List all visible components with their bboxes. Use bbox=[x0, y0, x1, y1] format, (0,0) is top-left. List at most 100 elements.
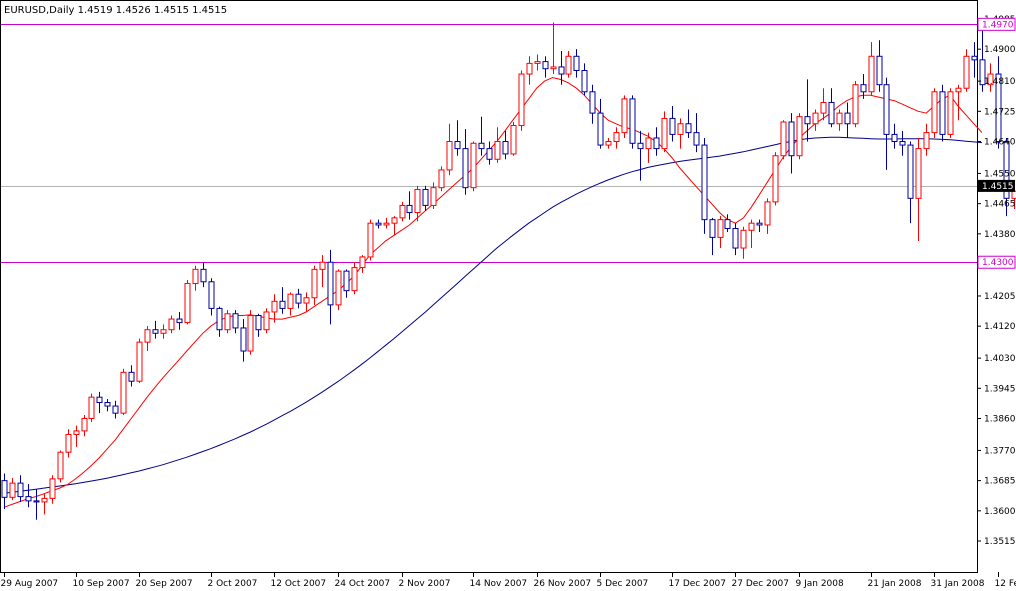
candle-body bbox=[613, 132, 620, 143]
hline-label-box bbox=[977, 17, 1016, 31]
x-tick-label: 2 Nov 2007 bbox=[399, 579, 451, 589]
candle-body bbox=[406, 204, 413, 214]
candle-body bbox=[812, 112, 819, 125]
candle bbox=[558, 50, 565, 85]
x-tick-label: 17 Dec 2007 bbox=[669, 579, 727, 589]
candle bbox=[335, 269, 342, 311]
candle-body bbox=[907, 144, 914, 199]
candle-body bbox=[637, 142, 644, 150]
candle-body bbox=[558, 66, 565, 75]
candle bbox=[502, 130, 509, 160]
candle bbox=[852, 81, 859, 128]
candle-body bbox=[899, 141, 906, 146]
candle bbox=[168, 315, 175, 334]
candle bbox=[240, 319, 247, 362]
candle-body bbox=[732, 228, 739, 249]
candle bbox=[828, 88, 835, 128]
candle-body bbox=[391, 217, 398, 224]
candle-body bbox=[1003, 141, 1010, 199]
candle bbox=[772, 152, 779, 206]
candle-body bbox=[232, 313, 239, 329]
candle bbox=[534, 54, 541, 71]
candle-body bbox=[152, 329, 159, 334]
candle-body bbox=[41, 497, 48, 503]
y-tick-label: 1.4725 bbox=[984, 107, 1016, 117]
candle-body bbox=[335, 270, 342, 306]
candle bbox=[9, 478, 16, 501]
candle bbox=[96, 391, 103, 414]
candle-body bbox=[486, 148, 493, 160]
candle-body bbox=[589, 91, 596, 114]
candle-body bbox=[788, 121, 795, 157]
candle bbox=[399, 201, 406, 222]
candle-body bbox=[565, 55, 572, 75]
candle-body bbox=[494, 141, 501, 160]
candle-body bbox=[438, 169, 445, 189]
candle bbox=[645, 132, 652, 163]
candle-body bbox=[955, 87, 962, 93]
candle-body bbox=[327, 261, 334, 306]
candle bbox=[414, 185, 421, 222]
candle-body bbox=[852, 84, 859, 125]
x-tick-label: 12 Feb 2008 bbox=[995, 579, 1016, 589]
candle bbox=[470, 141, 477, 192]
candle-body bbox=[502, 141, 509, 155]
candle-body bbox=[915, 148, 922, 199]
candle-body bbox=[375, 222, 382, 226]
candle bbox=[685, 109, 692, 138]
candle-body bbox=[780, 121, 787, 157]
candle-body bbox=[224, 313, 231, 331]
candle bbox=[820, 88, 827, 121]
y-tick-label: 1.3945 bbox=[984, 384, 1016, 394]
candle bbox=[621, 95, 628, 138]
candles-layer bbox=[1, 22, 1016, 520]
candle bbox=[247, 310, 254, 355]
candle-body bbox=[939, 91, 946, 135]
candle-body bbox=[987, 73, 994, 86]
candle bbox=[693, 113, 700, 153]
candle bbox=[995, 56, 1002, 149]
candle-body bbox=[709, 219, 716, 238]
candle bbox=[454, 120, 461, 156]
candle bbox=[542, 56, 549, 78]
candle-body bbox=[144, 329, 151, 343]
candle-body bbox=[200, 268, 207, 283]
candle-body bbox=[136, 341, 143, 382]
candle bbox=[375, 219, 382, 229]
candle-body bbox=[470, 142, 477, 189]
candle bbox=[160, 324, 167, 339]
candle bbox=[1, 473, 8, 510]
candle bbox=[1003, 137, 1010, 217]
candle bbox=[224, 310, 231, 334]
candle-body bbox=[399, 204, 406, 219]
candle-body bbox=[128, 371, 135, 382]
candle bbox=[661, 111, 668, 153]
candle bbox=[128, 365, 135, 387]
candle-body bbox=[661, 117, 668, 150]
candle-body bbox=[271, 300, 278, 313]
candle-body bbox=[104, 402, 111, 407]
candle bbox=[613, 127, 620, 149]
candle bbox=[494, 127, 501, 163]
x-tick-label: 27 Dec 2007 bbox=[732, 579, 790, 589]
candle bbox=[637, 130, 644, 181]
candle-body bbox=[303, 297, 310, 304]
candle bbox=[709, 217, 716, 256]
candle bbox=[907, 141, 914, 224]
candle-body bbox=[351, 267, 358, 292]
candle-body bbox=[81, 417, 88, 432]
candle-body bbox=[359, 256, 366, 269]
candle-body bbox=[184, 283, 191, 324]
candle-body bbox=[581, 69, 588, 93]
candle-body bbox=[693, 132, 700, 146]
price-labels-layer: 1.4970 1.4300 1.4515 bbox=[977, 17, 1016, 269]
y-tick-label: 1.4640 bbox=[984, 138, 1016, 148]
y-tick-label: 1.4810 bbox=[984, 77, 1016, 87]
candle-body bbox=[550, 66, 557, 70]
candle-body bbox=[597, 112, 604, 146]
candle bbox=[319, 255, 326, 288]
y-tick-label: 1.4550 bbox=[984, 169, 1016, 179]
x-tick-label: 12 Oct 2007 bbox=[271, 579, 327, 589]
candle-body bbox=[255, 315, 262, 331]
